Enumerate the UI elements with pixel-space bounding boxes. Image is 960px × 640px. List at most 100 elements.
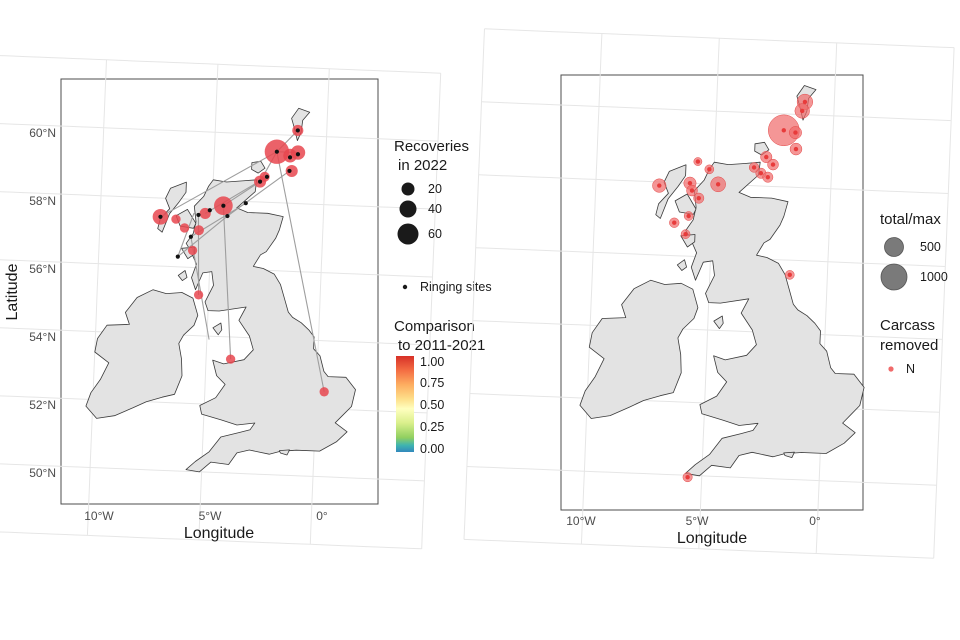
recovery-link <box>160 151 278 218</box>
colorbar-tick: 0.00 <box>420 442 444 456</box>
carcass-point <box>672 220 677 225</box>
ringing-site-point <box>188 234 193 239</box>
y-tick-label: 60°N <box>29 126 56 140</box>
total-size-key-500 <box>884 237 904 257</box>
carcass-point <box>802 99 808 105</box>
ringing-site-point <box>257 179 263 184</box>
left-map-panel: 60°N 58°N 56°N 54°N 52°N 50°N 10°W 5°W 0… <box>0 55 442 550</box>
ringing-site-point <box>295 128 300 133</box>
colorbar-tick: 0.25 <box>420 420 444 434</box>
landmass-polygon <box>185 179 356 473</box>
size-key-label: 40 <box>428 202 442 216</box>
parallel-line <box>481 101 952 122</box>
carcass-point <box>696 195 701 201</box>
recovery-bubble <box>225 354 236 364</box>
meridian-line <box>421 73 442 549</box>
comparison-legend-title: Comparison <box>394 318 475 335</box>
carcass-point <box>781 128 786 133</box>
recovery-link <box>177 212 195 257</box>
carcass-point <box>793 146 799 152</box>
meridian-line <box>580 33 603 545</box>
carcass-point <box>770 162 776 167</box>
x-tick-label: 10°W <box>566 514 596 528</box>
left-y-ticks: 60°N 58°N 56°N 54°N 52°N 50°N <box>29 126 56 480</box>
carcass-point <box>687 180 693 186</box>
ringing-site-point <box>196 212 201 218</box>
ringing-site-point <box>225 213 230 219</box>
total-size-key-1000 <box>880 263 908 291</box>
colorbar-tick: 1.00 <box>420 355 444 369</box>
landmass-polygon <box>783 451 795 458</box>
recoveries-legend-title: Recoveries <box>394 138 469 155</box>
right-x-axis-title: Longitude <box>677 530 747 547</box>
recoveries-legend-subtitle: in 2022 <box>398 157 447 174</box>
recovery-bubble <box>193 290 204 300</box>
ringing-site-point <box>175 254 180 259</box>
landmass-polygon <box>212 322 223 336</box>
carcass-point <box>765 174 771 180</box>
right-landmass <box>579 85 865 477</box>
ringing-sites-label: Ringing sites <box>420 280 492 294</box>
carcass-key-marker <box>888 366 894 372</box>
meridian-line <box>309 68 330 545</box>
carcass-point <box>751 165 757 170</box>
parallel-line <box>484 28 955 49</box>
ringing-site-point <box>274 149 279 154</box>
size-key-20 <box>401 182 415 196</box>
x-tick-label: 5°W <box>686 514 709 528</box>
landmass-polygon <box>177 270 188 281</box>
recovery-bubble <box>259 171 270 182</box>
parallel-line <box>466 466 937 486</box>
total-size-label: 500 <box>920 240 941 254</box>
carcass-point <box>689 188 695 193</box>
carcass-point <box>764 154 769 160</box>
ringing-site-key <box>402 284 408 290</box>
parallel-line <box>0 327 430 346</box>
parallel-line <box>472 320 943 340</box>
total-legend-title: total/max <box>880 211 941 228</box>
ringing-site-point <box>243 201 248 206</box>
carcass-point <box>685 474 690 480</box>
comparison-colorbar <box>396 356 414 452</box>
carcass-point <box>707 167 712 172</box>
y-tick-label: 56°N <box>29 262 56 276</box>
recovery-bubble <box>193 225 204 236</box>
total-size-label: 1000 <box>920 270 948 284</box>
carcass-point <box>715 182 721 187</box>
carcass-point <box>683 231 688 237</box>
x-tick-label: 0° <box>316 509 328 523</box>
landmass-polygon <box>279 449 290 456</box>
colorbar-tick: 0.50 <box>420 398 444 412</box>
ringing-site-point <box>207 208 212 213</box>
landmass-polygon <box>676 259 687 271</box>
meridian-line <box>463 28 485 540</box>
recovery-link <box>222 205 232 360</box>
x-tick-label: 5°W <box>199 509 222 523</box>
meridian-line <box>86 59 107 536</box>
size-key-40 <box>399 200 417 218</box>
carcass-point <box>686 213 691 219</box>
x-tick-label: 0° <box>809 514 821 528</box>
landmass-polygon <box>655 164 687 219</box>
carcass-legend-subtitle: removed <box>880 337 938 354</box>
recovery-bubble <box>285 164 298 178</box>
left-legend: Recoveries in 2022 20 40 60 Ringing site… <box>394 138 492 456</box>
recovery-link <box>276 151 325 392</box>
ringing-site-point <box>287 168 292 174</box>
right-carcass-bubbles <box>652 93 814 483</box>
landmass-polygon <box>713 315 724 329</box>
meridian-line <box>933 47 955 559</box>
carcass-legend-title: Carcass <box>880 317 935 334</box>
ringing-site-point <box>295 152 301 157</box>
recovery-link <box>177 215 228 258</box>
comparison-legend-subtitle: to 2011-2021 <box>398 337 485 354</box>
carcass-point <box>758 171 764 176</box>
ringing-site-point <box>264 174 270 179</box>
y-tick-label: 52°N <box>29 398 56 412</box>
parallel-line <box>463 538 934 559</box>
x-tick-label: 10°W <box>84 509 114 523</box>
landmass-polygon <box>579 279 699 419</box>
meridian-line <box>815 42 838 554</box>
ringing-site-point <box>221 203 226 208</box>
parallel-line <box>0 123 439 142</box>
